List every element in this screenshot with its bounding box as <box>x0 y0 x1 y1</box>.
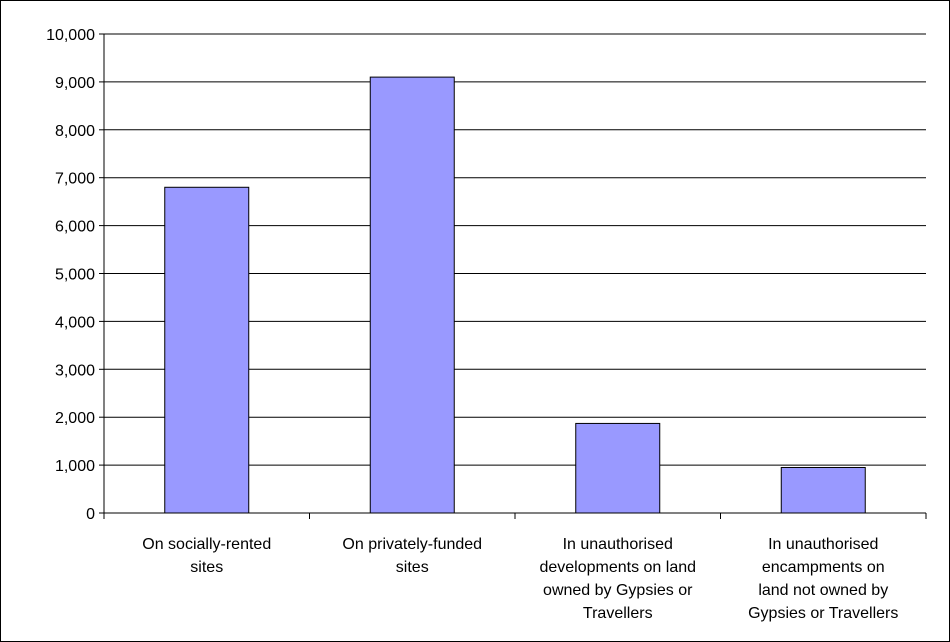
y-tick-label: 5,000 <box>55 267 95 284</box>
x-category-label-line: developments on land <box>539 559 696 576</box>
bar <box>164 186 250 514</box>
x-category-label: In unauthorised encampments on land not ow… <box>748 536 898 622</box>
x-category-label-line: sites <box>190 559 223 576</box>
x-category-label-line: owned by Gypsies or <box>543 582 693 599</box>
y-tick-label: 1,000 <box>55 458 95 475</box>
x-category-label-line: land not owned by <box>758 582 888 599</box>
x-category-label-line: On privately-funded <box>342 536 482 553</box>
x-category-label-line: In unauthorised <box>768 536 878 553</box>
x-category-label-line: encampments on <box>762 559 885 576</box>
x-category-label-line: sites <box>396 559 429 576</box>
x-category-label: On privately-funded sites <box>342 536 482 576</box>
bar <box>575 422 661 514</box>
y-tick-label: 9,000 <box>55 75 95 92</box>
y-tick-label: 3,000 <box>55 362 95 379</box>
x-category-label: In unauthorised developments on land owned… <box>539 536 696 622</box>
x-category-label-line: On socially-rented <box>142 536 271 553</box>
y-tick-label: 8,000 <box>55 123 95 140</box>
y-tick-label: 2,000 <box>55 410 95 427</box>
x-category-label: On socially-rented sites <box>142 536 271 576</box>
y-tick-label: 7,000 <box>55 171 95 188</box>
bar <box>369 76 455 514</box>
bars <box>164 76 866 514</box>
y-tick-label: 10,000 <box>46 27 95 44</box>
y-tick-label: 6,000 <box>55 219 95 236</box>
axes <box>99 33 927 519</box>
y-tick-labels: 0 1,000 2,000 3,000 4,000 5,000 6,000 7,000 8,00… <box>46 27 95 523</box>
y-tick-label: 0 <box>86 506 95 523</box>
bar <box>780 466 866 514</box>
x-category-label-line: Travellers <box>583 605 653 622</box>
x-category-label-line: Gypsies or Travellers <box>748 605 898 622</box>
y-tick-label: 4,000 <box>55 314 95 331</box>
x-category-label-line: In unauthorised <box>563 536 673 553</box>
